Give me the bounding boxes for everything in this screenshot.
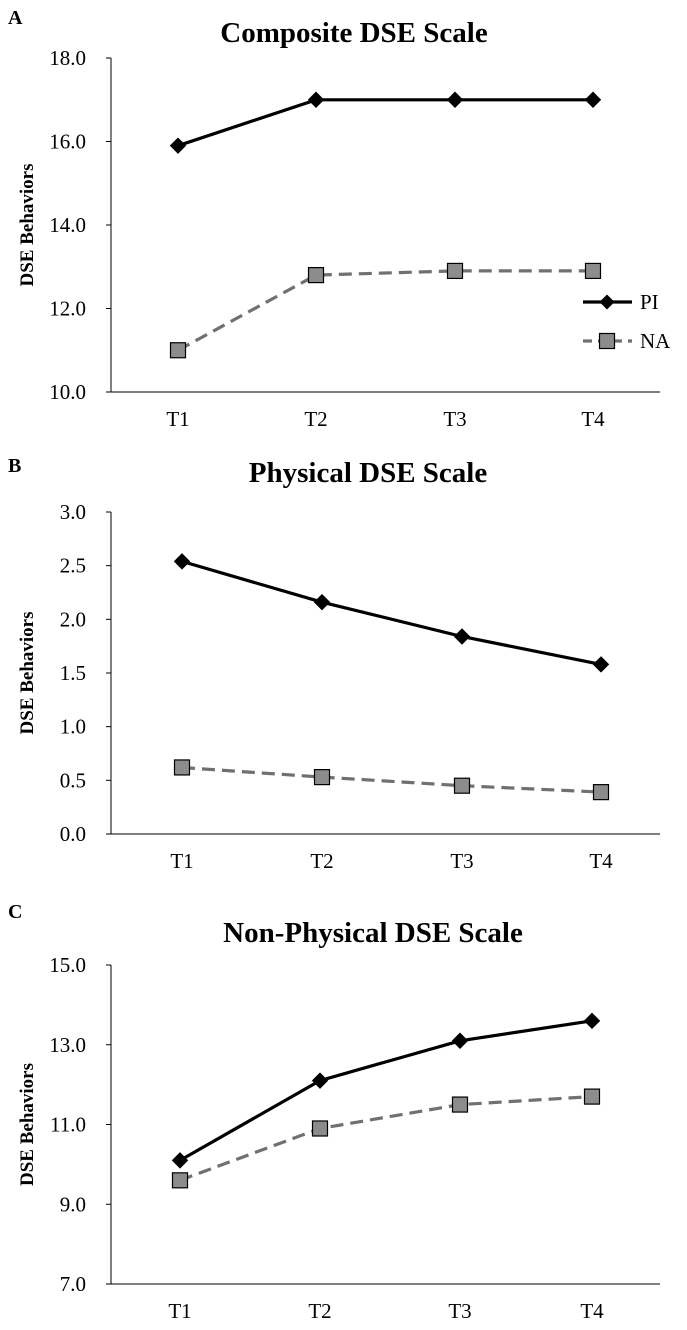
chart-panel-c: C Non-Physical DSE Scale DSE Behaviors 7.0 9… <box>8 901 660 1323</box>
data-point-pi <box>446 91 464 108</box>
data-point-pi <box>584 91 602 108</box>
x-tick-label: T4 <box>581 407 605 431</box>
y-tick-label: 11.0 <box>50 1113 86 1137</box>
data-point-na <box>307 267 325 284</box>
panel-letter: B <box>8 455 21 477</box>
legend-marker-na <box>598 332 616 350</box>
y-tick-label: 0.5 <box>60 768 86 792</box>
x-tick-label: T1 <box>168 1299 191 1323</box>
data-point-na <box>446 262 464 280</box>
x-tick-label: T1 <box>166 407 189 431</box>
data-point-pi <box>453 628 471 645</box>
data-point-na <box>583 1088 601 1105</box>
y-tick-label: 1.0 <box>60 715 86 739</box>
chart-panel-b: B Physical DSE Scale DSE Behaviors 0.0 0.5 1.… <box>8 455 660 873</box>
series-line-na <box>181 765 602 794</box>
x-tick-label: T4 <box>589 849 613 873</box>
data-point-pi <box>313 593 331 611</box>
chart-title: Composite DSE Scale <box>220 17 488 49</box>
x-tick-label: T2 <box>308 1299 331 1323</box>
data-point-pi <box>171 1152 189 1169</box>
y-tick-label: 15.0 <box>49 953 86 977</box>
panel-letter: A <box>8 7 23 29</box>
series-line-pi <box>181 559 602 666</box>
y-tick-label: 0.0 <box>60 822 86 846</box>
data-point-na <box>169 342 187 359</box>
series-line-pi <box>177 98 593 148</box>
y-tick-label: 2.0 <box>60 607 86 631</box>
series-line-na <box>179 1095 593 1182</box>
legend-label-pi: PI <box>640 290 659 314</box>
data-point-na <box>592 784 610 801</box>
y-tick-label: 7.0 <box>60 1272 86 1296</box>
data-point-pi <box>311 1072 329 1089</box>
data-point-na <box>584 262 602 280</box>
data-point-na <box>171 1172 189 1189</box>
x-tick-label: T3 <box>448 1299 471 1323</box>
y-tick-label: 14.0 <box>49 213 86 237</box>
data-point-pi <box>307 91 325 108</box>
y-tick-label: 9.0 <box>60 1192 86 1216</box>
data-point-na <box>173 759 191 776</box>
chart-title: Physical DSE Scale <box>249 457 488 489</box>
x-tick-label: T3 <box>450 849 473 873</box>
y-axis-label: DSE Behaviors <box>17 164 38 287</box>
x-tick-label: T3 <box>443 407 466 431</box>
y-tick-label: 1.5 <box>60 661 86 685</box>
chart-panel-a: A Composite DSE Scale DSE Behaviors 10.0 12.… <box>8 7 671 431</box>
x-tick-label: T2 <box>310 849 333 873</box>
y-tick-label: 10.0 <box>49 380 86 404</box>
y-tick-label: 18.0 <box>49 46 86 70</box>
x-tick-label: T2 <box>304 407 327 431</box>
data-point-na <box>453 777 471 794</box>
legend-marker-pi <box>599 294 615 310</box>
panel-letter: C <box>8 901 22 923</box>
y-tick-label: 13.0 <box>49 1033 86 1057</box>
series-line-na <box>177 269 593 352</box>
data-point-pi <box>592 656 610 673</box>
x-tick-label: T1 <box>170 849 193 873</box>
data-point-na <box>313 769 331 786</box>
data-point-pi <box>169 137 187 154</box>
data-point-na <box>311 1120 329 1137</box>
legend: PI NA <box>583 290 671 353</box>
chart-title: Non-Physical DSE Scale <box>223 917 523 949</box>
y-tick-label: 3.0 <box>60 500 86 524</box>
y-tick-label: 16.0 <box>49 130 86 154</box>
data-point-na <box>451 1096 469 1113</box>
data-point-pi <box>451 1032 469 1049</box>
x-tick-label: T4 <box>580 1299 604 1323</box>
y-tick-label: 12.0 <box>49 297 86 321</box>
y-tick-label: 2.5 <box>60 554 86 578</box>
y-axis-label: DSE Behaviors <box>17 1063 38 1186</box>
y-axis-label: DSE Behaviors <box>17 612 38 735</box>
legend-label-na: NA <box>640 329 671 353</box>
data-point-pi <box>173 553 191 570</box>
data-point-pi <box>583 1012 601 1030</box>
series-line-pi <box>179 1019 593 1162</box>
